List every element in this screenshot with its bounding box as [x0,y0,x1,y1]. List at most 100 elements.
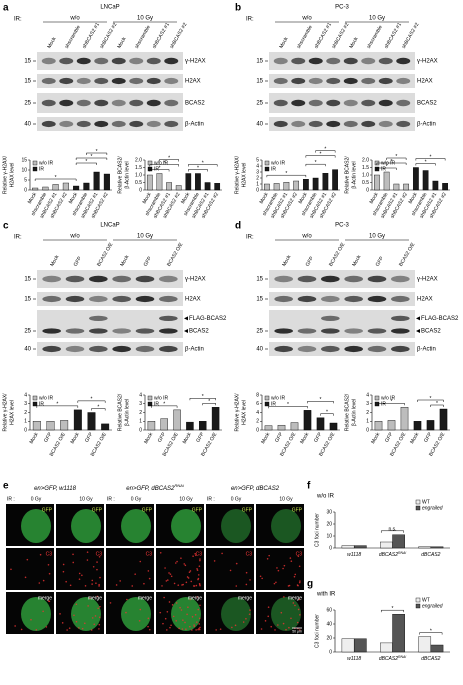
c3-signal [26,558,29,561]
c3-signal [75,620,78,623]
c3-signal [20,628,23,631]
x-tick-label: GFP [157,431,168,443]
significance-label: * [391,399,393,405]
c3-signal [213,560,216,562]
band [321,295,340,303]
c3-signal [72,561,75,564]
bar [46,421,55,431]
band [321,345,340,353]
significance-bracket [430,404,444,407]
cell-line: LNCaP [100,5,119,11]
group-label: w/o [69,234,80,240]
lane-label: BCAS2 O/E [398,241,417,267]
c3-signal [138,619,141,622]
y-tick-label: 5 [24,177,27,183]
y-axis-label: C3 foci number [314,513,320,547]
gfp-signal [271,597,301,631]
c3-signal [195,621,198,623]
genotype-superscript: RNAi [174,483,183,488]
band [59,99,74,107]
c3-signal [197,628,199,631]
band [146,77,161,85]
band [65,275,85,283]
c3-signal [78,578,81,580]
c3-signal [87,605,89,607]
blot [269,117,415,131]
c3-signal [47,564,50,566]
band [42,295,61,303]
band [111,99,126,107]
y-tick-label: 10 [326,533,332,539]
category-text: w1118 [347,552,361,558]
bar [322,172,329,191]
y-tick-label: 6 [256,401,259,407]
significance-label: * [324,146,326,152]
gfp-signal [171,509,201,543]
c3-signal [96,568,98,571]
x-tick-label: GFP [84,431,95,443]
c3-signal [198,628,201,631]
c3-signal [159,611,162,614]
c3-signal [296,621,299,624]
c3-signal [248,613,251,616]
band [378,57,393,65]
x-tick-label: Mock [29,431,40,445]
c3-signal [192,585,195,587]
c3-signal [261,577,263,580]
c3-signal [297,555,300,558]
band [112,295,131,303]
c3-signal [231,626,233,629]
category-text: dBCAS2 [379,656,398,662]
c3-signal [171,604,174,606]
band [41,57,56,65]
gfp-signal [121,509,151,543]
lane-label: Mock [46,36,57,50]
c3-signal [181,628,184,630]
c3-signal [299,614,301,616]
x-tick-label: dBCAS2 [421,656,440,662]
significance-label: * [96,149,98,155]
significance-bracket [415,158,446,161]
c3-signal [245,583,248,586]
x-tick-label: w1118 [347,552,361,558]
x-tick-label: dBCAS2RNAi [379,551,407,558]
bar [403,183,410,191]
bar [392,614,405,653]
band [89,275,108,283]
significance-bracket [91,408,106,411]
band [65,328,85,334]
c3-signal [83,622,86,625]
lane-label: shBCAS2 #2 [331,22,351,50]
c3-signal [175,620,178,622]
bar [160,418,168,431]
c3-signal [195,629,197,631]
y-axis-label: Relative γ-H2AX/ [234,155,240,194]
band [326,77,341,85]
band [326,99,341,107]
micrograph [6,548,54,590]
significance-bracket [77,400,106,403]
legend-label: IR [271,166,276,172]
bar [442,183,449,191]
c3-signal [42,610,44,613]
bar [341,545,355,549]
significance-label: * [430,396,432,402]
significance-bracket [149,169,170,172]
c3-signal [184,621,186,624]
mw-label: 25 [24,329,31,335]
legend-label: w/o IR [154,395,169,401]
channel-label: merge [138,595,152,601]
bar [60,420,69,431]
bar [93,171,100,191]
band [89,345,108,353]
y-tick-label: 0 [256,187,259,193]
band [391,295,410,303]
lane-label: shscramble [64,24,82,49]
c3-signal [161,585,163,587]
c3-signal [190,580,193,583]
mw-label: 15 [24,59,31,65]
dose-label: 10 Gy [79,496,93,502]
significance-bracket [75,157,108,160]
band [164,77,179,85]
c3-signal [98,616,101,619]
